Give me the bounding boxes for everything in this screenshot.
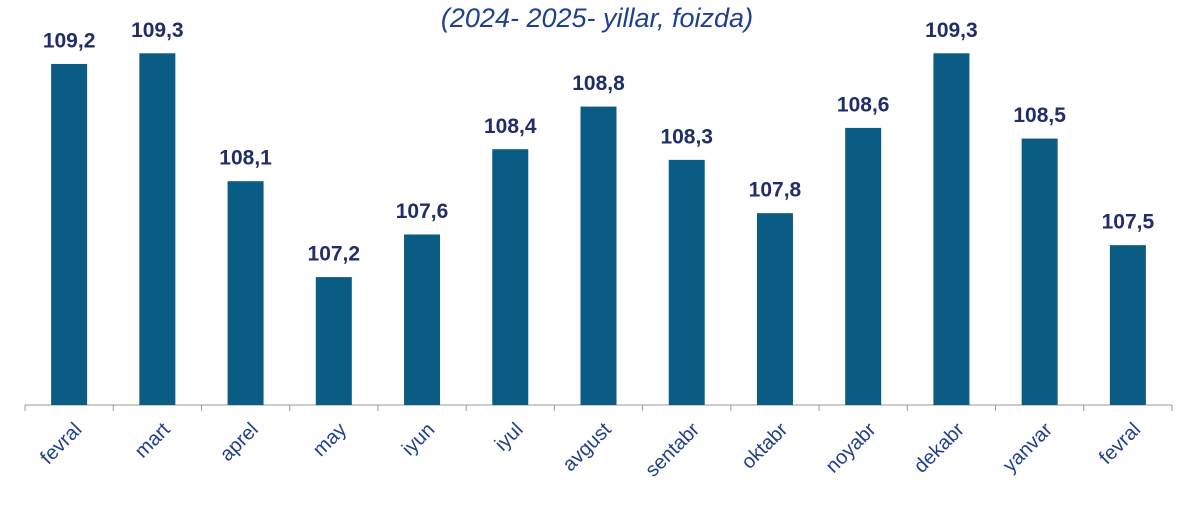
value-label: 107,2 bbox=[308, 243, 361, 266]
value-label: 108,8 bbox=[572, 72, 625, 95]
value-label: 108,5 bbox=[1013, 104, 1066, 127]
bar bbox=[845, 127, 882, 405]
bar bbox=[1109, 245, 1146, 405]
bar bbox=[756, 213, 793, 405]
value-label: 108,1 bbox=[219, 147, 272, 170]
x-tick-label: may bbox=[309, 419, 351, 461]
value-label: 107,6 bbox=[396, 200, 449, 223]
x-tick-label: oktabr bbox=[737, 418, 792, 473]
x-tick-label: fevral bbox=[1095, 419, 1145, 469]
x-tick-label: iyul bbox=[491, 419, 528, 456]
x-tick-label: dekabr bbox=[910, 418, 969, 477]
value-label: 107,5 bbox=[1102, 211, 1155, 234]
value-label: 107,8 bbox=[749, 179, 802, 202]
x-tick-label: aprel bbox=[216, 419, 263, 466]
value-label: 109,3 bbox=[131, 19, 184, 42]
bar bbox=[404, 234, 441, 405]
bar bbox=[492, 149, 529, 405]
x-tick-label: iyun bbox=[398, 419, 440, 461]
value-label: 108,6 bbox=[837, 93, 890, 116]
x-tick-label: avgust bbox=[559, 418, 617, 476]
bar bbox=[315, 277, 352, 405]
bar bbox=[227, 181, 264, 405]
bar bbox=[580, 106, 617, 405]
x-tick-label: yanvar bbox=[999, 418, 1057, 476]
x-tick-label: fevral bbox=[36, 419, 86, 469]
x-tick-label: noyabr bbox=[822, 418, 881, 477]
bar bbox=[51, 63, 88, 406]
value-label: 109,2 bbox=[43, 29, 96, 52]
bar bbox=[933, 53, 970, 405]
value-label: 108,4 bbox=[484, 115, 537, 138]
bar bbox=[1021, 138, 1058, 406]
bar bbox=[668, 159, 705, 405]
chart-title: (2024- 2025- yillar, foizda) bbox=[441, 3, 753, 33]
bar bbox=[139, 53, 176, 405]
x-tick-label: sentabr bbox=[641, 418, 704, 481]
value-label: 108,3 bbox=[660, 125, 713, 148]
value-label: 109,3 bbox=[925, 19, 978, 42]
x-tick-label: mart bbox=[131, 418, 175, 462]
